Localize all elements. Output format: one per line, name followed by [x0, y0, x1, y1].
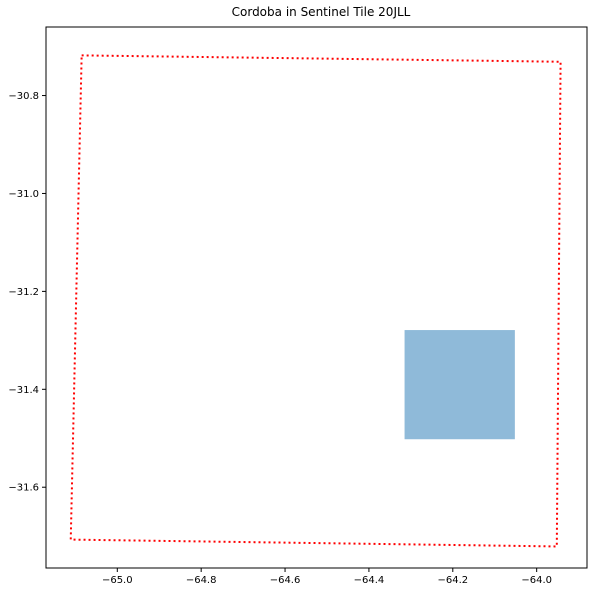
x-tick-label: −64.0: [521, 575, 552, 586]
y-tick-label: −31.2: [8, 287, 39, 298]
chart-title: Cordoba in Sentinel Tile 20JLL: [232, 5, 411, 19]
cordoba-area: [404, 330, 515, 440]
x-tick-label: −64.2: [437, 575, 468, 586]
y-tick-label: −31.4: [8, 385, 39, 396]
tile-outline: [69, 54, 562, 548]
y-tick-label: −31.6: [8, 483, 39, 494]
x-tick-label: −64.6: [270, 575, 301, 586]
axes-frame: [45, 26, 588, 569]
x-tick-label: −64.4: [354, 575, 385, 586]
x-axis: −65.0 −64.8 −64.6 −64.4 −64.2 −64.0: [102, 568, 552, 586]
x-tick-label: −64.8: [186, 575, 217, 586]
x-tick-label: −65.0: [102, 575, 133, 586]
plot-area: [69, 54, 562, 548]
y-tick-label: −30.8: [8, 91, 39, 102]
y-axis: −30.8 −31.0 −31.2 −31.4 −31.6: [8, 91, 46, 494]
y-tick-label: −31.0: [8, 189, 39, 200]
